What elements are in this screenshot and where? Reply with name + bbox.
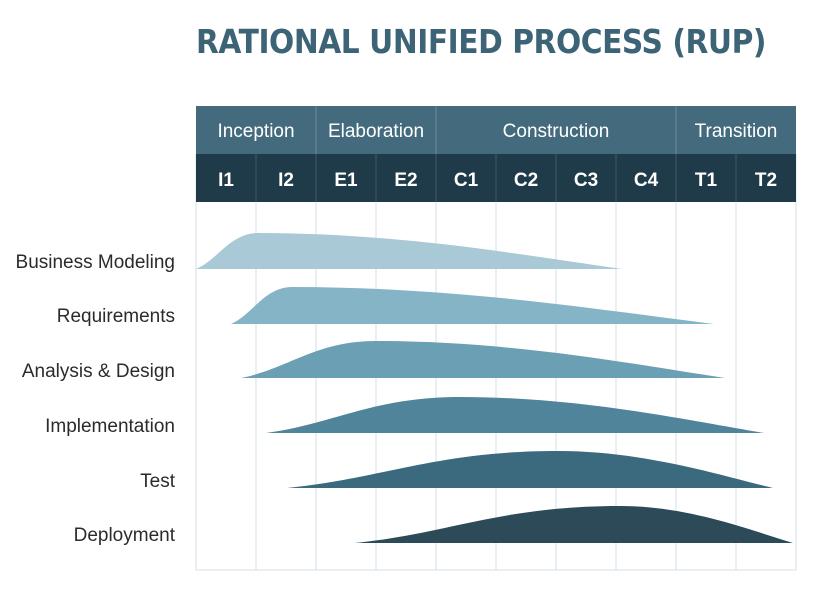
- iteration-label-c4: C4: [634, 170, 659, 191]
- iteration-label-c2: C2: [514, 170, 538, 191]
- iteration-label-t1: T1: [695, 170, 718, 191]
- discipline-curve-implementation: [266, 397, 764, 433]
- discipline-label-analysis-design: Analysis & Design: [21, 361, 175, 382]
- phase-label-transition: Transition: [695, 121, 778, 142]
- iteration-label-c1: C1: [454, 170, 479, 191]
- discipline-curve-business-modeling: [196, 233, 622, 269]
- phase-header: [196, 106, 796, 154]
- phase-label-inception: Inception: [217, 121, 294, 142]
- iteration-label-i2: I2: [278, 170, 294, 191]
- discipline-label-deployment: Deployment: [73, 525, 175, 546]
- phase-label-construction: Construction: [503, 121, 610, 142]
- iteration-label-t2: T2: [755, 170, 777, 191]
- discipline-label-requirements: Requirements: [56, 306, 175, 327]
- iteration-label-c3: C3: [574, 170, 598, 191]
- discipline-label-implementation: Implementation: [45, 416, 175, 437]
- discipline-curve-deployment: [355, 506, 793, 543]
- discipline-curve-analysis-design: [241, 341, 725, 378]
- discipline-curve-requirements: [231, 287, 714, 324]
- iteration-label-i1: I1: [218, 170, 234, 191]
- discipline-curve-test: [287, 451, 773, 488]
- iteration-label-e2: E2: [394, 170, 417, 191]
- discipline-label-business-modeling: Business Modeling: [15, 252, 175, 273]
- page-title: RATIONAL UNIFIED PROCESS (RUP): [196, 22, 767, 61]
- phase-label-elaboration: Elaboration: [328, 121, 424, 142]
- discipline-label-test: Test: [140, 471, 175, 492]
- iteration-label-e1: E1: [334, 170, 358, 191]
